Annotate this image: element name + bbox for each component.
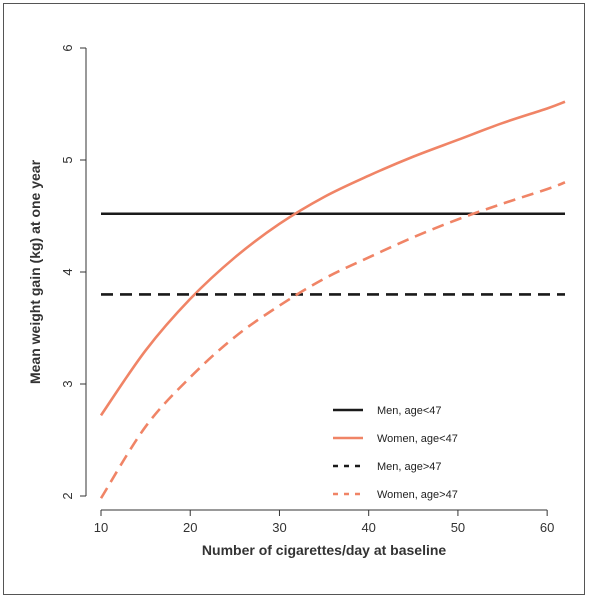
y-tick-label: 4 [60,268,75,275]
y-tick-label: 2 [60,492,75,499]
x-tick-label: 30 [272,520,286,535]
x-axis-title: Number of cigarettes/day at baseline [202,542,447,558]
x-tick-label: 20 [183,520,197,535]
x-tick-label: 50 [451,520,465,535]
legend-label: Women, age<47 [377,433,458,445]
x-tick-label: 10 [94,520,108,535]
legend-label: Men, age>47 [377,461,442,473]
series-line-2 [99,100,566,417]
x-tick-label: 40 [361,520,375,535]
legend-label: Men, age<47 [377,405,442,417]
series-layer [99,100,566,499]
y-tick-label: 6 [60,44,75,51]
series-line-4 [99,181,566,499]
y-tick-label: 5 [60,156,75,163]
legend-label: Women, age>47 [377,489,458,501]
chart-frame [3,3,585,595]
legend: Men, age<47 Women, age<47 Men, age>47 Women… [333,405,458,501]
axes: 10 20 30 40 50 60 2 3 4 5 6 [60,44,554,535]
y-tick-label: 3 [60,380,75,387]
y-axis-title: Mean weight gain (kg) at one year [27,159,43,384]
x-tick-label: 60 [540,520,554,535]
